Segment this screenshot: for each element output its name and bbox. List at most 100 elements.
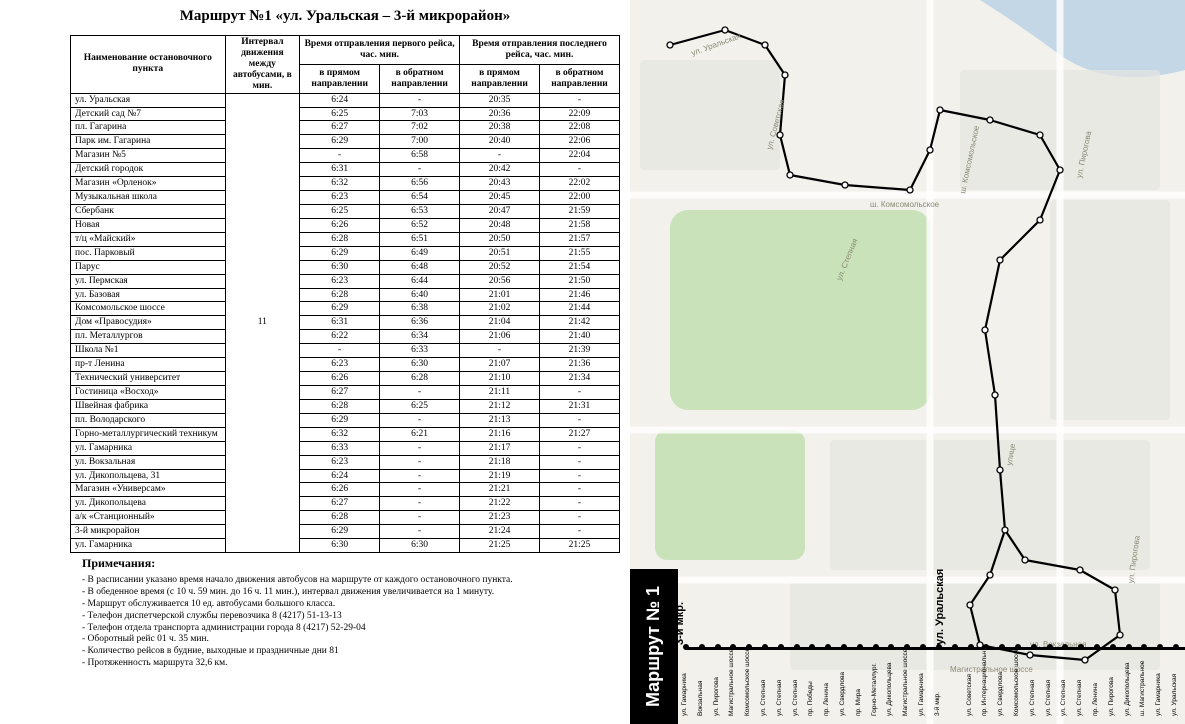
legend-stop-label: ул. Степная — [1029, 680, 1036, 716]
time-cell: - — [380, 93, 460, 107]
notes-title: Примечания: — [82, 556, 620, 571]
stop-name-cell: т/ц «Майский» — [71, 232, 226, 246]
time-cell: - — [380, 525, 460, 539]
legend-stop-label: ул. Пирогова — [1108, 677, 1115, 716]
legend-stop-label: пр. Ленина — [823, 683, 830, 716]
time-cell: - — [380, 455, 460, 469]
time-cell: 6:29 — [300, 135, 380, 149]
stop-name-cell: Магазин «Универсам» — [71, 483, 226, 497]
time-cell: - — [300, 344, 380, 358]
time-cell: 22:09 — [539, 107, 619, 121]
time-cell: - — [539, 483, 619, 497]
table-row: Парус6:306:4820:5221:54 — [71, 260, 620, 274]
stop-name-cell: Детский городок — [71, 163, 226, 177]
legend-stop-label: ул. Степная — [760, 680, 767, 716]
table-row: ул. Пермская6:236:4420:5621:50 — [71, 274, 620, 288]
time-cell: 6:38 — [380, 302, 460, 316]
time-cell: 20:56 — [460, 274, 540, 288]
stop-name-cell: Парк им. Гагарина — [71, 135, 226, 149]
time-cell: 20:43 — [460, 177, 540, 191]
time-cell: 7:03 — [380, 107, 460, 121]
table-row: Детский сад №76:257:0320:3622:09 — [71, 107, 620, 121]
time-cell: 21:07 — [460, 358, 540, 372]
legend-stop-label: пр. Интернациональн. — [981, 649, 988, 716]
table-row: ул. Уральская116:24-20:35- — [71, 93, 620, 107]
legend-stop-label: Магистральное шоссе — [902, 649, 909, 716]
stop-name-cell: ул. Гамарника — [71, 441, 226, 455]
time-cell: 21:34 — [539, 372, 619, 386]
table-row: а/к «Станционный»6:28-21:23- — [71, 511, 620, 525]
table-row: Детский городок6:31-20:42- — [71, 163, 620, 177]
stop-name-cell: а/к «Станционный» — [71, 511, 226, 525]
time-cell: 7:00 — [380, 135, 460, 149]
table-row: Музыкальная школа6:236:5420:4522:00 — [71, 191, 620, 205]
time-cell: 6:52 — [380, 218, 460, 232]
time-cell: 6:48 — [380, 260, 460, 274]
legend-route-number: Маршрут № 1 — [630, 569, 678, 724]
table-row: ул. Вокзальная6:23-21:18- — [71, 455, 620, 469]
time-cell: - — [539, 163, 619, 177]
time-cell: 6:29 — [300, 413, 380, 427]
th-interval: Интервал движения между автобусами, в ми… — [225, 36, 300, 94]
stop-name-cell: ул. Дикопольцева, 31 — [71, 469, 226, 483]
time-cell: - — [300, 149, 380, 163]
time-cell: 6:28 — [300, 399, 380, 413]
time-cell: - — [380, 163, 460, 177]
note-item: В обеденное время (с 10 ч. 59 мин. до 16… — [82, 587, 620, 599]
time-cell: 21:46 — [539, 288, 619, 302]
time-cell: 6:32 — [300, 177, 380, 191]
time-cell: - — [539, 497, 619, 511]
table-row: Школа №1-6:33-21:39 — [71, 344, 620, 358]
note-item: Количество рейсов в будние, выходные и п… — [82, 646, 620, 658]
time-cell: 6:28 — [300, 511, 380, 525]
schedule-table: Наименование остановочного пункта Интерв… — [70, 35, 620, 553]
legend-stop-label: ул. Свердлова — [997, 672, 1004, 716]
time-cell: 6:51 — [380, 232, 460, 246]
table-row: пос. Парковый6:296:4920:5121:55 — [71, 246, 620, 260]
table-row: ул. Дикопольцева6:27-21:22- — [71, 497, 620, 511]
time-cell: 20:51 — [460, 246, 540, 260]
time-cell: 6:25 — [380, 399, 460, 413]
time-cell: 6:32 — [300, 427, 380, 441]
stop-name-cell: ул. Уральская — [71, 93, 226, 107]
legend-stop-label: ул. Степная — [776, 680, 783, 716]
table-row: ул. Гамарника6:33-21:17- — [71, 441, 620, 455]
legend-stop-label: ул. Степная — [1045, 680, 1052, 716]
legend-stop-label: ул. Советская — [966, 674, 973, 716]
time-cell: 20:42 — [460, 163, 540, 177]
time-cell: - — [539, 469, 619, 483]
time-cell: 20:38 — [460, 121, 540, 135]
legend-stop-label: ул. Гамарника — [1155, 673, 1162, 716]
legend-stop-label: пр. Мира — [855, 689, 862, 716]
time-cell: 21:11 — [460, 385, 540, 399]
time-cell: 21:42 — [539, 316, 619, 330]
time-cell: 21:27 — [539, 427, 619, 441]
time-cell: 20:47 — [460, 204, 540, 218]
time-cell: 21:39 — [539, 344, 619, 358]
table-row: ул. Базовая6:286:4021:0121:46 — [71, 288, 620, 302]
time-cell: - — [380, 469, 460, 483]
stop-name-cell: Магазин №5 — [71, 149, 226, 163]
table-row: т/ц «Майский»6:286:5120:5021:57 — [71, 232, 620, 246]
stop-name-cell: ул. Вокзальная — [71, 455, 226, 469]
stop-name-cell: Гостиница «Восход» — [71, 385, 226, 399]
map-street-label: ш. Комсомольское — [870, 200, 939, 209]
time-cell: 21:44 — [539, 302, 619, 316]
note-item: Оборотный рейс 01 ч. 35 мин. — [82, 634, 620, 646]
time-cell: 6:28 — [300, 232, 380, 246]
table-row: Технический университет6:266:2821:1021:3… — [71, 372, 620, 386]
time-cell: 6:23 — [300, 455, 380, 469]
time-cell: 6:56 — [380, 177, 460, 191]
table-row: Комсомольское шоссе6:296:3821:0221:44 — [71, 302, 620, 316]
note-item: Маршрут обслуживается 10 ед. автобусами … — [82, 599, 620, 611]
table-row: Гостиница «Восход»6:27-21:11- — [71, 385, 620, 399]
legend-stop-label: пр. Победы — [807, 681, 814, 716]
time-cell: 21:50 — [539, 274, 619, 288]
legend-stop-label: ул. Пирогова — [713, 677, 720, 716]
table-row: Швейная фабрика6:286:2521:1221:31 — [71, 399, 620, 413]
time-cell: - — [380, 511, 460, 525]
time-cell: 21:13 — [460, 413, 540, 427]
time-cell: 6:23 — [300, 358, 380, 372]
time-cell: 20:45 — [460, 191, 540, 205]
table-row: Горно-металлургический техникум6:326:212… — [71, 427, 620, 441]
